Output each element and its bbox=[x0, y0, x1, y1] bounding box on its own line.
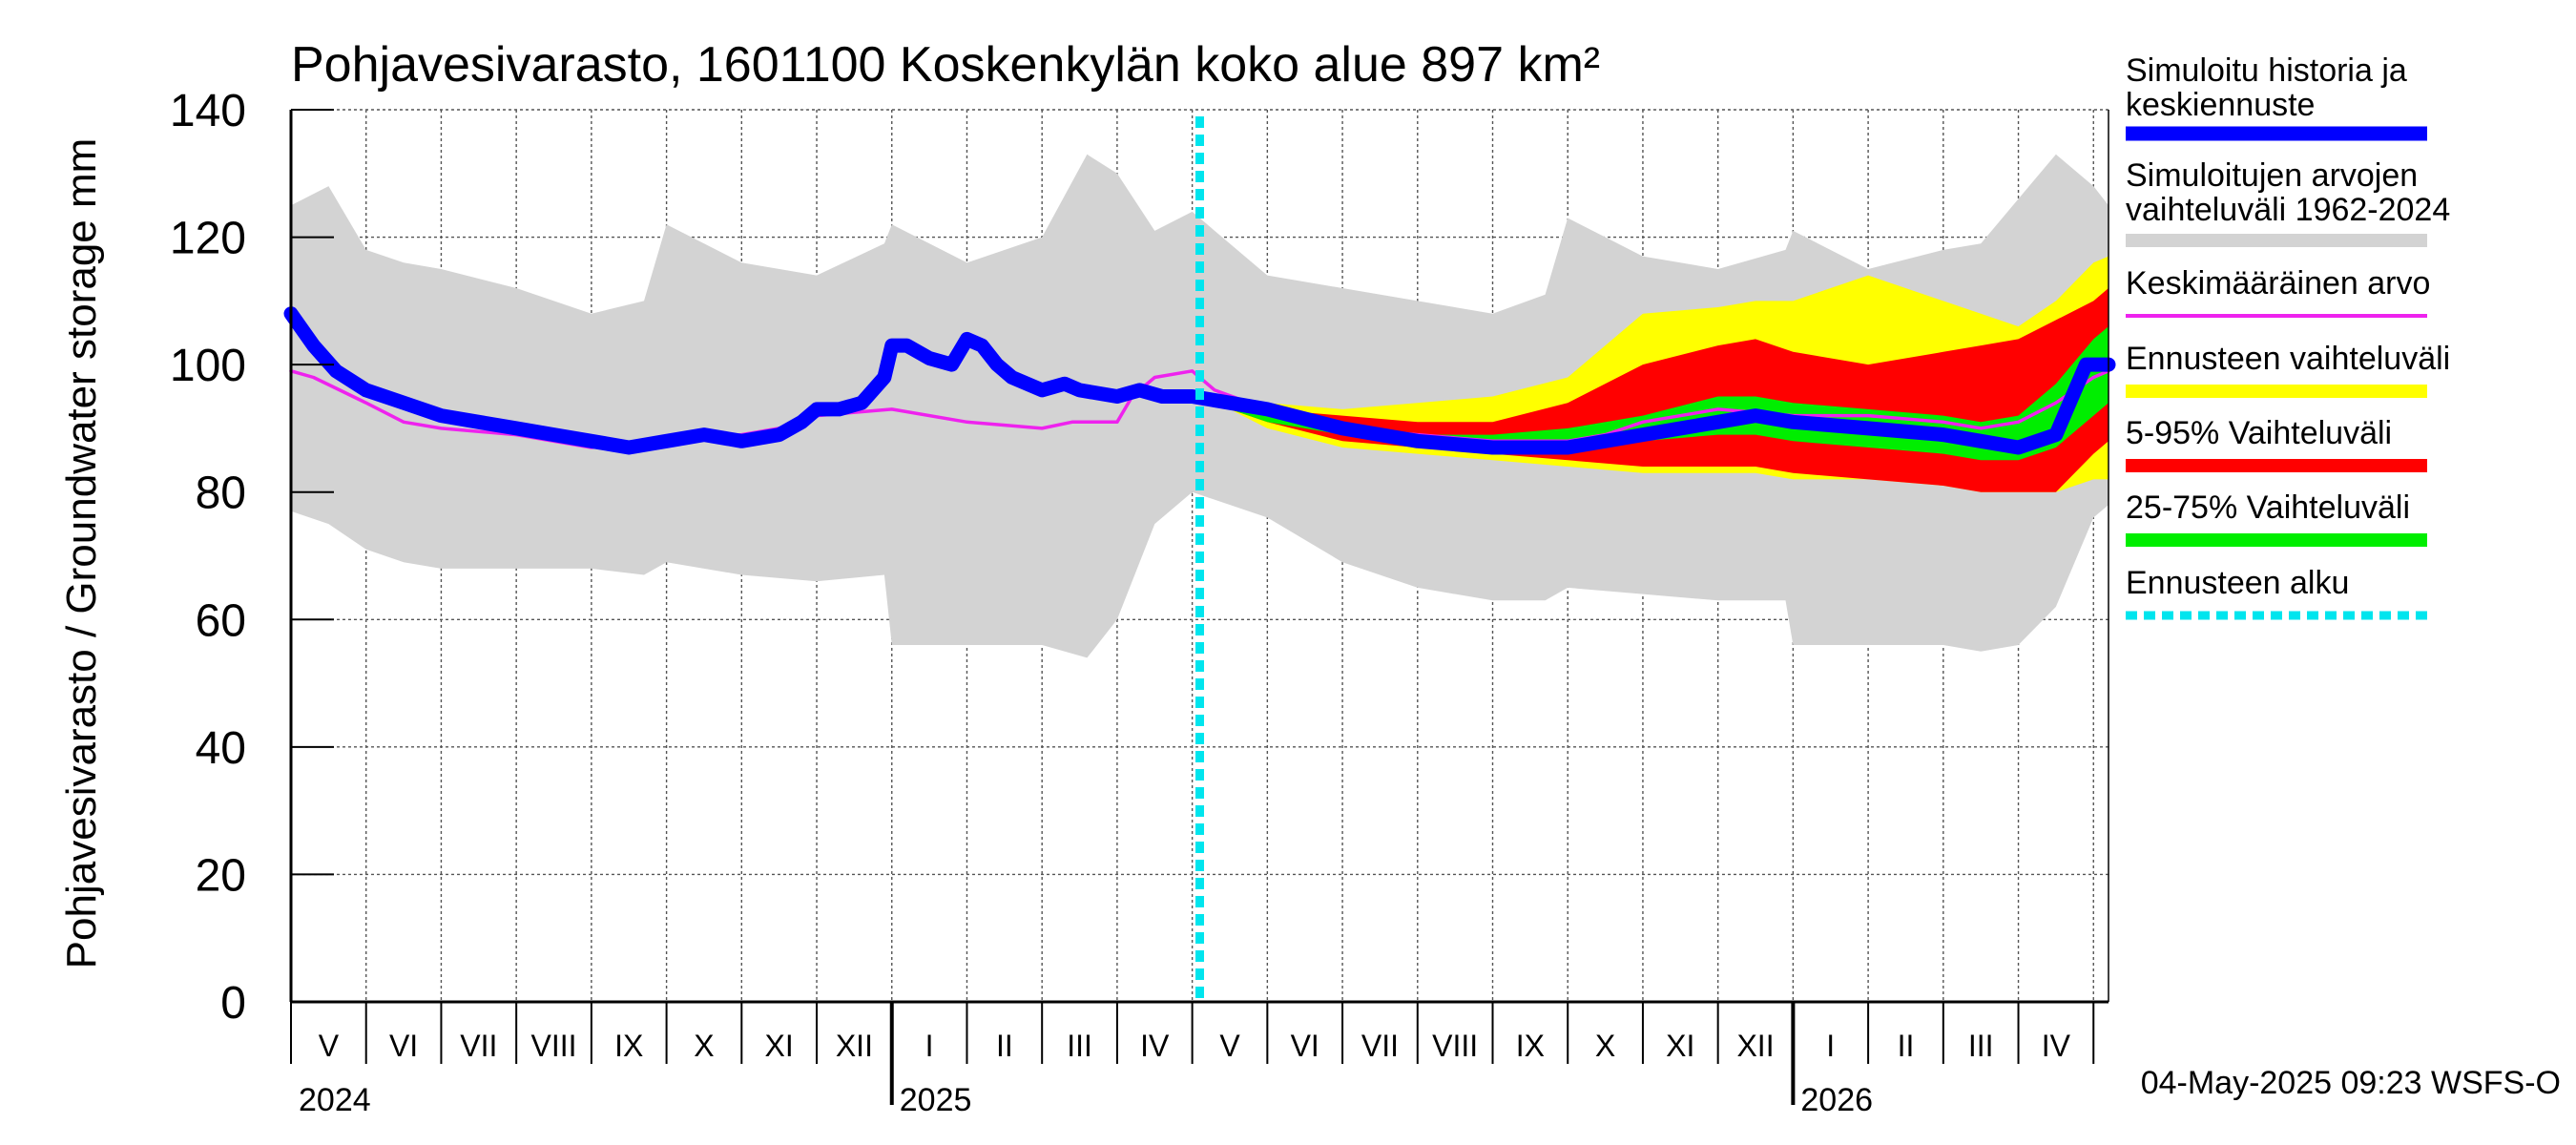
footer-timestamp: 04-May-2025 09:23 WSFS-O bbox=[2141, 1065, 2561, 1101]
month-label: II bbox=[1898, 1029, 1915, 1063]
simulated-history-line bbox=[283, 306, 2116, 455]
y-tick-label: 80 bbox=[196, 468, 246, 519]
y-tick-label: 140 bbox=[170, 86, 246, 136]
month-label: V bbox=[1219, 1029, 1240, 1063]
y-tick-label: 60 bbox=[196, 595, 246, 646]
month-label: IX bbox=[1516, 1029, 1545, 1063]
month-label: VII bbox=[460, 1029, 497, 1063]
legend-label: Ennusteen alku bbox=[2126, 565, 2349, 601]
month-label: III bbox=[1067, 1029, 1092, 1063]
month-label: I bbox=[925, 1029, 934, 1063]
legend-label-line: keskiennuste bbox=[2126, 87, 2315, 123]
month-label: II bbox=[996, 1029, 1013, 1063]
month-label: X bbox=[1595, 1029, 1615, 1063]
month-label: VIII bbox=[1432, 1029, 1478, 1063]
legend-label: 5-95% Vaihteluväli bbox=[2126, 415, 2392, 451]
legend-label: Keskimääräinen arvo bbox=[2126, 265, 2430, 302]
legend-label-line: Simuloitujen arvojen bbox=[2126, 157, 2418, 194]
month-label: IV bbox=[1140, 1029, 1170, 1063]
month-label: XI bbox=[765, 1029, 794, 1063]
month-label: III bbox=[1968, 1029, 1994, 1063]
legend-label: Simuloitu historia ja keskiennuste bbox=[2126, 52, 2407, 123]
lines-layer bbox=[283, 116, 2116, 1002]
month-label: XII bbox=[1736, 1029, 1774, 1063]
legend-label-line: Simuloitu historia ja bbox=[2126, 52, 2407, 89]
month-label: VIII bbox=[531, 1029, 577, 1063]
y-tick-label: 120 bbox=[170, 214, 246, 264]
month-label: X bbox=[694, 1029, 714, 1063]
band-d3d3d3 bbox=[291, 154, 2109, 658]
chart-title: Pohjavesivarasto, 1601100 Koskenkylän ko… bbox=[291, 37, 1600, 93]
month-label: XII bbox=[836, 1029, 873, 1063]
month-label: I bbox=[1826, 1029, 1835, 1063]
y-tick-label: 40 bbox=[196, 723, 246, 774]
y-tick-label: 100 bbox=[170, 341, 246, 391]
month-label: V bbox=[319, 1029, 340, 1063]
year-label: 2024 bbox=[299, 1082, 371, 1118]
month-label: VI bbox=[1291, 1029, 1319, 1063]
month-label: IX bbox=[614, 1029, 643, 1063]
month-label: VII bbox=[1361, 1029, 1399, 1063]
legend: Simuloitu historia ja keskiennusteSimuloi… bbox=[2126, 52, 2450, 620]
y-tick-label: 20 bbox=[196, 850, 246, 901]
year-label: 2026 bbox=[1800, 1082, 1873, 1118]
month-label: IV bbox=[2042, 1029, 2071, 1063]
month-label: VI bbox=[389, 1029, 418, 1063]
legend-label: Ennusteen vaihteluväli bbox=[2126, 341, 2450, 377]
y-axis-label: Pohjavesivarasto / Groundwater storage m… bbox=[58, 138, 105, 969]
y-tick-label: 0 bbox=[220, 978, 246, 1029]
legend-label: 25-75% Vaihteluväli bbox=[2126, 489, 2410, 526]
legend-label: Simuloitujen arvojen vaihteluväli 1962-20… bbox=[2126, 157, 2450, 228]
legend-label-line: vaihteluväli 1962-2024 bbox=[2126, 192, 2450, 228]
month-label: XI bbox=[1666, 1029, 1694, 1063]
year-label: 2025 bbox=[900, 1082, 972, 1118]
